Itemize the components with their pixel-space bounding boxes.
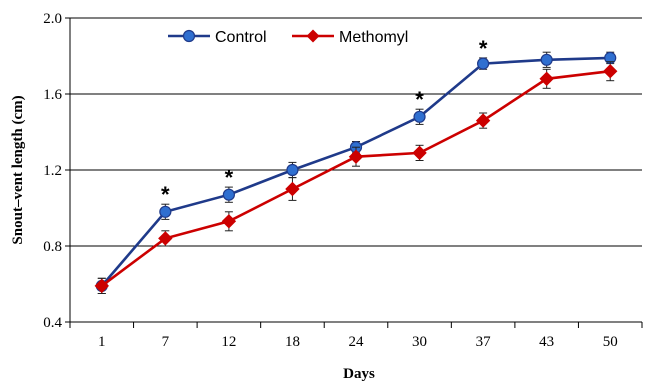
x-tick-label: 24 — [349, 334, 365, 350]
legend-item-methomyl: Methomyl — [292, 29, 408, 46]
data-point — [540, 53, 553, 66]
x-tick-label: 12 — [221, 334, 236, 350]
data-point — [477, 57, 490, 70]
data-point — [348, 149, 364, 164]
y-tick-label: 1.6 — [43, 87, 62, 103]
annotations: * * * * — [161, 36, 488, 207]
data-point — [603, 63, 618, 79]
data-point — [221, 214, 237, 229]
significance-marker: * — [479, 36, 488, 61]
legend-label: Methomyl — [339, 29, 408, 46]
legend-marker — [306, 29, 320, 43]
data-point — [285, 181, 300, 197]
legend-label: Control — [215, 29, 267, 46]
data-point — [539, 71, 554, 87]
y-axis-title: Snout–vent length (cm) — [10, 95, 26, 244]
legend-marker — [182, 29, 196, 43]
grid-lines — [70, 17, 642, 323]
x-axis-title: Days — [343, 366, 375, 382]
x-tick-label: 37 — [476, 334, 492, 350]
legend-item-control: Control — [168, 29, 267, 46]
axes — [65, 17, 643, 328]
x-tick-label: 1 — [98, 334, 106, 350]
y-tick-labels: 0.4 0.8 1.2 1.6 2.0 — [43, 11, 62, 331]
legend: Control Methomyl — [168, 29, 408, 46]
data-point — [412, 145, 427, 161]
data-point — [158, 231, 173, 246]
significance-marker: * — [161, 182, 170, 207]
x-tick-label: 43 — [539, 334, 554, 350]
series-line — [100, 69, 611, 287]
data-point — [94, 278, 109, 294]
x-tick-label: 50 — [603, 334, 618, 350]
series-control — [95, 51, 617, 294]
significance-marker: * — [415, 87, 424, 112]
y-tick-label: 2.0 — [43, 11, 62, 27]
series-group — [94, 51, 618, 294]
series-methomyl — [94, 61, 618, 294]
y-tick-label: 0.4 — [43, 315, 62, 331]
significance-marker: * — [225, 165, 234, 190]
x-tick-label: 7 — [162, 334, 170, 350]
series-line — [100, 56, 611, 287]
y-tick-label: 1.2 — [43, 163, 62, 179]
x-tick-label: 30 — [412, 334, 427, 350]
data-point — [222, 188, 235, 201]
x-tick-label: 18 — [285, 334, 300, 350]
data-point — [475, 113, 491, 128]
data-point — [286, 163, 299, 177]
y-tick-label: 0.8 — [43, 239, 62, 255]
data-point — [413, 110, 426, 123]
x-tick-labels: 1 7 12 18 24 30 37 43 50 — [98, 334, 618, 350]
data-point — [159, 205, 172, 218]
